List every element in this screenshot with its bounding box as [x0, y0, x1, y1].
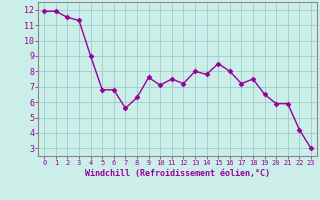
X-axis label: Windchill (Refroidissement éolien,°C): Windchill (Refroidissement éolien,°C): [85, 169, 270, 178]
